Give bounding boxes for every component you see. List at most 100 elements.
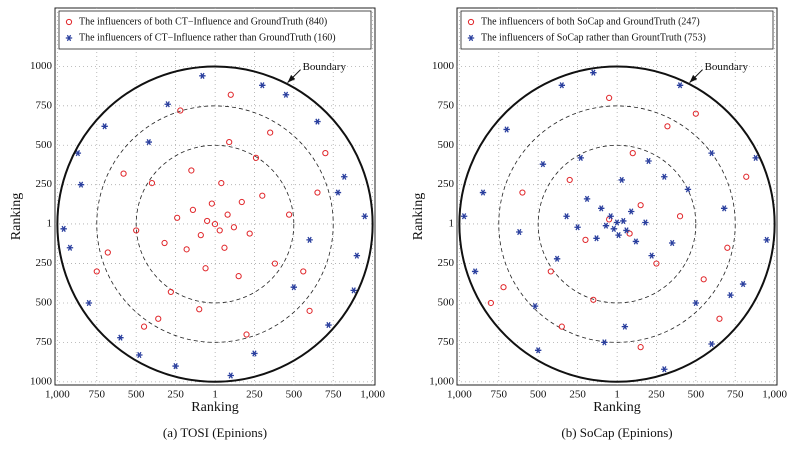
point — [676, 213, 684, 220]
point — [752, 154, 759, 161]
y-tick-label: 500 — [438, 139, 455, 151]
point — [471, 268, 479, 275]
y-tick-label: 1000 — [432, 60, 455, 72]
point — [267, 129, 274, 136]
panel: 1,000 750 500 250 1 250 500 750 1,000 1000 750 500 2… — [9, 7, 386, 440]
point — [77, 181, 85, 188]
point — [479, 189, 487, 196]
annotation-arrow — [689, 69, 703, 84]
point — [610, 225, 618, 232]
point — [196, 306, 203, 313]
point — [314, 118, 321, 125]
point — [334, 189, 342, 196]
x-tick-label: 1,000 — [762, 389, 787, 401]
y-tick-label: 250 — [438, 178, 455, 190]
point — [601, 339, 608, 346]
point — [226, 138, 233, 146]
y-axis-label: Ranking — [9, 193, 24, 240]
point — [300, 268, 307, 275]
panel: 1,000 750 500 250 1 250 500 750 1,000 1000 750 500 2… — [411, 7, 787, 440]
x-tick-label: 1 — [614, 389, 620, 401]
point — [314, 189, 321, 196]
point — [85, 299, 93, 307]
point — [167, 288, 174, 296]
point — [629, 150, 636, 157]
point — [627, 208, 635, 215]
point — [590, 296, 597, 303]
x-axis-label: Ranking — [191, 400, 238, 415]
point — [563, 213, 570, 220]
point — [101, 123, 108, 130]
point — [361, 213, 368, 220]
point — [120, 170, 127, 177]
point — [202, 265, 209, 272]
point — [676, 82, 684, 89]
point — [221, 244, 228, 251]
point — [224, 211, 231, 218]
point — [590, 69, 597, 76]
point — [259, 82, 266, 89]
point — [117, 334, 124, 341]
x-tick-label: 1,000 — [45, 389, 70, 401]
point — [216, 227, 223, 234]
point — [727, 291, 734, 299]
point — [238, 198, 245, 206]
point — [615, 232, 622, 239]
x-tick-label: 750 — [727, 389, 744, 401]
x-tick-label: 500 — [128, 389, 145, 401]
legend-label: The influencers of CT−Influence rather t… — [79, 32, 336, 43]
point — [487, 299, 494, 307]
ring — [537, 144, 697, 304]
x-tick-label: 250 — [167, 389, 184, 401]
point — [148, 179, 156, 187]
point — [553, 255, 561, 262]
x-axis-label: Ranking — [593, 400, 640, 415]
point — [306, 236, 313, 244]
point — [547, 268, 554, 275]
point — [531, 303, 539, 310]
point — [583, 195, 591, 202]
legend-marker — [467, 18, 475, 26]
y-tick-label: 250 — [36, 257, 53, 269]
point — [164, 101, 171, 108]
point — [642, 219, 649, 226]
point — [692, 299, 700, 307]
y-tick-label: 750 — [438, 336, 455, 348]
y-tick-label: 750 — [36, 336, 53, 348]
annotation-arrow — [287, 69, 301, 84]
y-tick-label: 750 — [36, 99, 53, 111]
point — [664, 123, 671, 130]
point — [500, 284, 507, 291]
point — [534, 347, 542, 354]
point — [692, 110, 699, 117]
point — [227, 91, 234, 98]
point — [623, 227, 630, 234]
point — [637, 344, 644, 351]
legend-label: The influencers of both CT−Influence and… — [79, 16, 327, 27]
point — [188, 167, 195, 174]
caption: (b) SoCap (Epinions) — [561, 425, 672, 440]
point — [341, 173, 348, 180]
point — [519, 189, 526, 196]
point — [350, 287, 357, 294]
point — [661, 173, 668, 180]
x-tick-label: 1,000 — [360, 389, 385, 401]
ring — [498, 105, 736, 343]
point — [684, 186, 692, 193]
point — [607, 213, 614, 220]
point — [211, 221, 219, 228]
x-tick-label: 250 — [648, 389, 665, 401]
point — [252, 154, 260, 161]
legend-marker — [65, 34, 73, 42]
point — [661, 366, 668, 373]
legend — [460, 10, 774, 50]
point — [645, 157, 652, 165]
point — [700, 276, 707, 283]
point — [613, 219, 621, 226]
point — [282, 91, 290, 98]
boundary-circle — [458, 65, 776, 383]
point — [235, 273, 242, 280]
y-tick-label: 1,000 — [429, 375, 454, 387]
annotation: Boundary — [303, 61, 347, 73]
